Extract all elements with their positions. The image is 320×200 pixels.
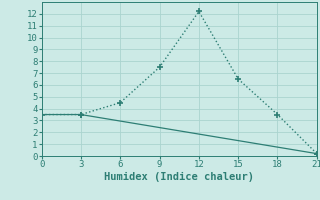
X-axis label: Humidex (Indice chaleur): Humidex (Indice chaleur) [104, 172, 254, 182]
